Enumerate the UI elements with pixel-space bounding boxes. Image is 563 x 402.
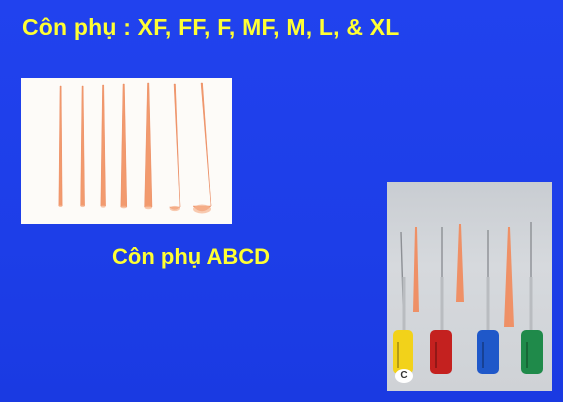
file-handles <box>393 330 543 374</box>
hand-files-photo: C <box>387 182 552 391</box>
slide-title: Côn phụ : XF, FF, F, MF, M, L, & XL <box>22 14 400 40</box>
cones-caption: Côn phụ ABCD <box>112 244 271 269</box>
photo-label-c: C <box>395 369 413 383</box>
accessory-cones-photo <box>21 78 232 224</box>
